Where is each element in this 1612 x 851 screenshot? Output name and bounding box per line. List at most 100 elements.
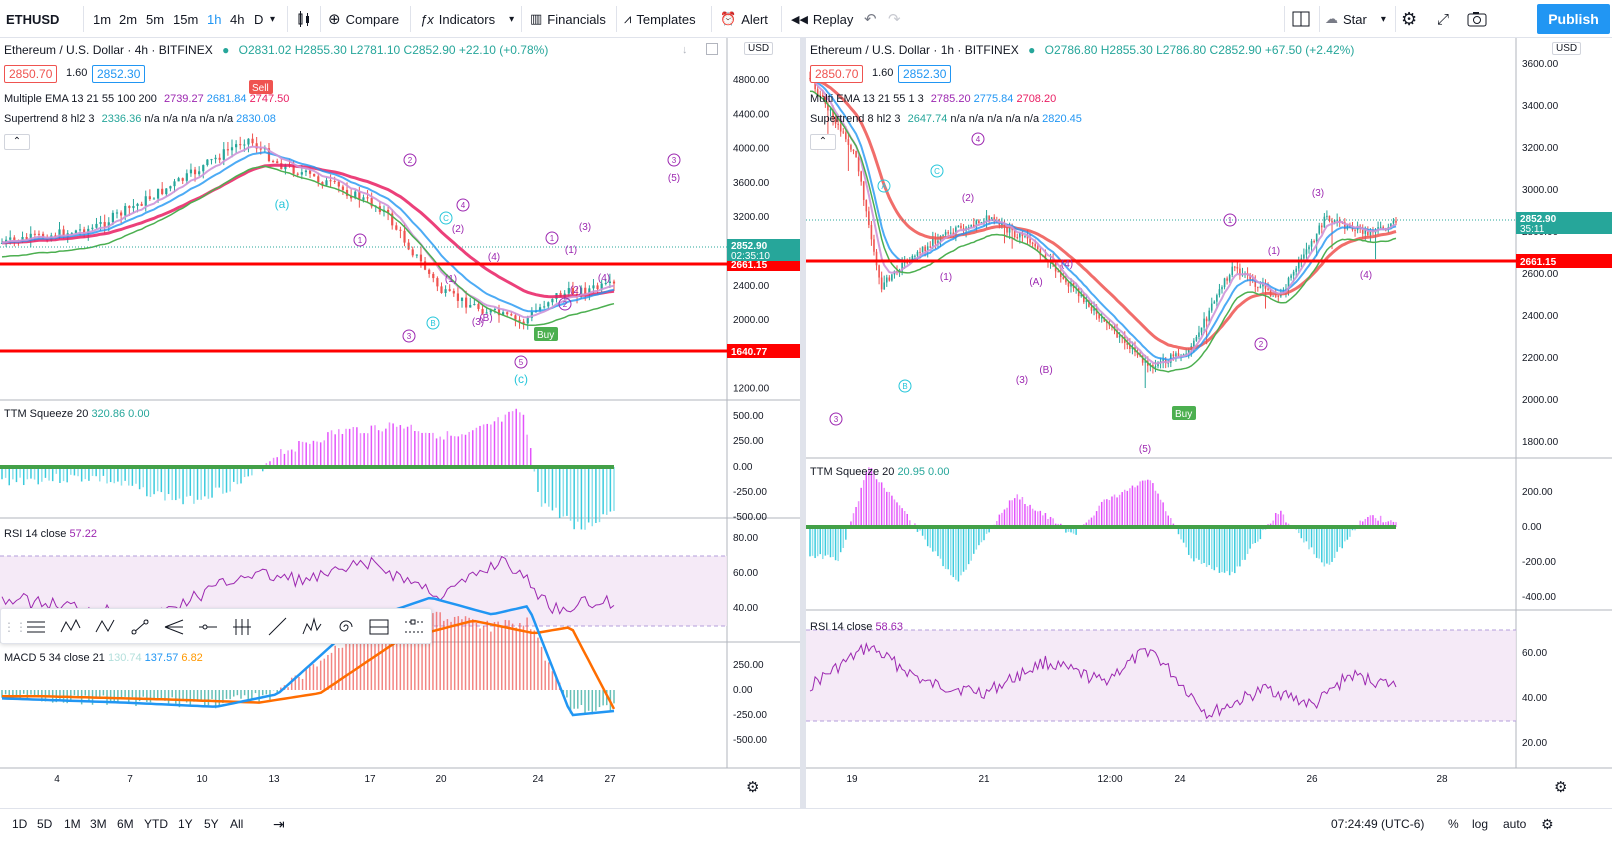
collapse-legend-button[interactable]: ⌃ [4,134,30,150]
range-3m[interactable]: 3M [90,817,107,831]
time-axis-label: 24 [532,774,544,785]
head-shoulders-icon[interactable] [301,616,323,638]
candle-body [1067,282,1070,287]
fullscreen-icon[interactable]: ⤢ [1437,10,1450,28]
redo-icon[interactable]: ↷ [888,11,901,28]
interval-1h[interactable]: 1h [207,11,222,27]
layout-button[interactable] [1292,0,1310,38]
interval-1m[interactable]: 1m [93,11,112,27]
left-chart-canvas[interactable]: 4 7 10 13 17 20 24 274800.004400.004000.003600.… [0,38,800,808]
abcd-pattern-icon[interactable] [94,616,116,638]
chart-divider[interactable] [800,38,806,808]
publish-button[interactable]: Publish [1537,4,1610,34]
symbol-search[interactable]: ETHUSD [6,0,59,38]
drag-handle-icon[interactable]: ⋮⋮ [3,620,27,634]
time-axis-label: 7 [127,774,133,785]
candle-body [136,203,139,206]
ray-line-icon[interactable] [266,616,288,638]
date-price-range-icon[interactable] [403,616,425,638]
goto-date-icon[interactable]: ⇥ [273,815,285,832]
interval-4h[interactable]: 4h [230,11,245,27]
range-6m[interactable]: 6M [117,817,134,831]
interval-2m[interactable]: 2m [119,11,138,27]
candle-body [115,212,119,214]
left-axis-settings-gear-icon[interactable]: ⚙ [746,779,760,796]
replay-button[interactable]: ◀◀ Replay [791,11,854,27]
candle-body [1249,275,1251,280]
left-rsi-legend[interactable]: RSI 14 close 57.22 [4,528,97,540]
interval-5m[interactable]: 5m [146,11,165,27]
right-ttm-legend[interactable]: TTM Squeeze 20 20.95 0.00 [810,466,950,478]
snapshot-camera-icon[interactable] [1467,0,1487,38]
left-ask-box[interactable]: 2852.30 [92,65,146,83]
price-range-icon[interactable] [231,616,253,638]
candle-body [538,307,542,311]
range-5y[interactable]: 5Y [204,817,219,831]
left-ema-legend[interactable]: Multiple EMA 13 21 55 100 200 2739.27 26… [4,93,290,105]
interval-d[interactable]: D [254,11,264,27]
right-currency-label[interactable]: USD [1552,42,1582,55]
candle-body [1175,353,1177,357]
price-axis-label: 2600.00 [1522,269,1559,280]
range-1y[interactable]: 1Y [178,817,193,831]
right-legend-main: Ethereum / U.S. Dollar · 1h · BITFINEX ●… [810,43,1355,57]
left-currency-label[interactable]: USD [744,42,774,55]
horizontal-lines-icon[interactable] [25,616,47,638]
right-ask-box[interactable]: 2852.30 [898,65,952,83]
scroll-down-icon[interactable]: ↓ [682,44,688,56]
undo-icon[interactable]: ↶ [864,11,877,28]
right-rsi-legend[interactable]: RSI 14 close 58.63 [810,621,903,633]
left-chart[interactable]: 4 7 10 13 17 20 24 27 4800.00 4400.00 4000.00 3600.… [0,38,800,808]
right-bid-box[interactable]: 2850.70 [810,65,864,83]
financials-button[interactable]: ▥ Financials [530,11,606,27]
last-price-tag [727,239,800,261]
right-chart[interactable]: 19 21 12:00 24 26 28 3600.00 3400.00 3200.00 3000… [806,38,1612,808]
left-macd-legend[interactable]: MACD 5 34 close 21 130.74 137.57 6.82 [4,652,203,664]
auto-toggle[interactable]: auto [1503,817,1527,831]
left-ttm-legend[interactable]: TTM Squeeze 20 320.86 0.00 [4,408,150,420]
collapse-legend-button[interactable]: ⌃ [810,134,836,150]
maximize-pane-icon[interactable] [706,43,718,55]
alert-button[interactable]: ⏰ Alert [720,11,768,27]
ema-long-line [809,77,1397,351]
trend-line-icon[interactable] [129,616,151,638]
interval-15m[interactable]: 15m [173,11,199,27]
pitchfork-icon[interactable] [163,616,185,638]
settings-gear-icon[interactable]: ⚙ [1401,8,1418,29]
chart-type-button[interactable] [296,0,312,38]
long-position-icon[interactable] [368,616,390,638]
range-ytd[interactable]: YTD [144,817,168,831]
candle-body [1313,241,1315,243]
right-chart-canvas[interactable]: 19 21 12:00 24 26 283600.003400.003200.003000… [806,38,1612,808]
compare-button[interactable]: ⊕ Compare [328,11,400,28]
candle-body [514,315,517,320]
clock-timezone[interactable]: 07:24:49 (UTC-6) [1331,817,1425,831]
horizontal-ray-icon[interactable] [197,616,219,638]
right-axis-settings-gear-icon[interactable]: ⚙ [1554,779,1568,796]
bottom-settings-gear-icon[interactable]: ⚙ [1541,815,1554,832]
range-1d[interactable]: 1D [12,817,28,831]
candle-body [592,285,595,289]
left-supertrend-legend[interactable]: Supertrend 8 hl2 3 2336.36 n/a n/a n/a n… [4,113,276,125]
candle-body [333,181,336,183]
range-1m[interactable]: 1M [64,817,81,831]
candle-body [198,171,201,175]
percent-toggle[interactable]: % [1448,817,1459,831]
log-toggle[interactable]: log [1472,817,1489,831]
range-all[interactable]: All [230,817,244,831]
left-bid-box[interactable]: 2850.70 [4,65,58,83]
range-5d[interactable]: 5D [37,817,53,831]
ema-long-line [1,163,615,299]
fib-spiral-icon[interactable] [335,616,357,638]
candle-body [99,222,102,224]
interval-dropdown-icon[interactable]: ▾ [270,13,276,25]
templates-button[interactable]: ⩘ Templates [624,11,696,27]
right-ema-legend[interactable]: Multi EMA 13 21 55 1 3 2785.20 2775.84 2… [810,93,1057,105]
indicator-axis-label: -250.00 [733,710,767,721]
indicator-axis-label: 80.00 [733,533,758,544]
xabcd-pattern-icon[interactable] [59,616,81,638]
indicators-button[interactable]: ƒx Indicators ▾ [420,11,515,27]
candle-body [1226,278,1228,281]
layout-name-dropdown[interactable]: ☁ Star ▾ [1325,11,1386,27]
right-supertrend-legend[interactable]: Supertrend 8 hl2 3 2647.74 n/a n/a n/a n… [810,113,1082,125]
